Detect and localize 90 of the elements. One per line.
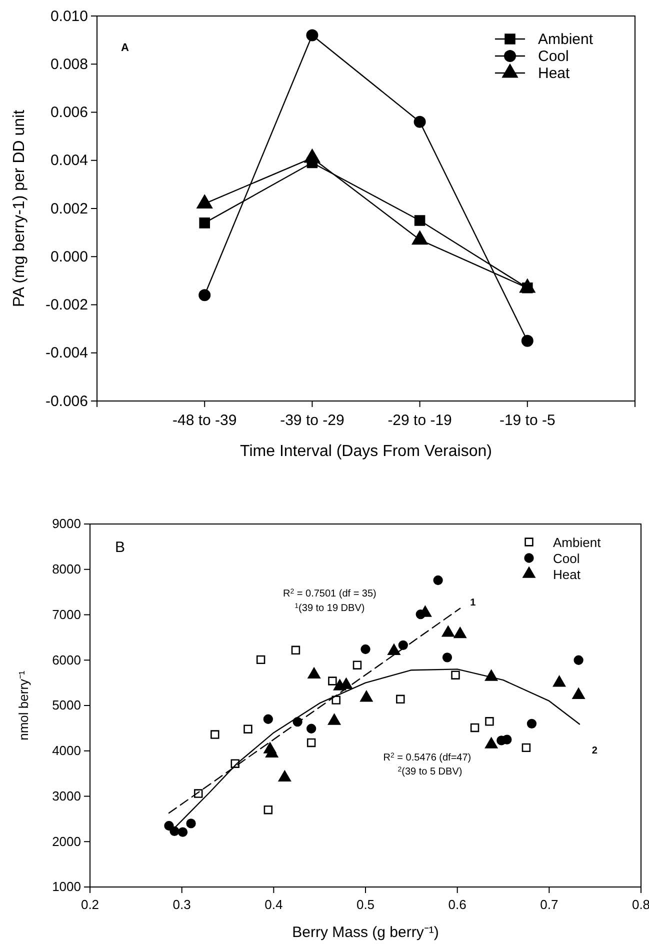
point <box>396 694 405 704</box>
x-tick-label: 0.5 <box>356 897 375 912</box>
x-tick-label: -39 to -29 <box>280 412 344 429</box>
y-tick-label: 0.008 <box>50 56 88 73</box>
point <box>256 655 266 664</box>
annotation: R$^{2}$ = 0.7501 (df = 35) <box>282 588 376 600</box>
point <box>278 770 291 782</box>
y-tick-label: 0.010 <box>50 8 88 25</box>
legend-label: Ambient <box>538 31 594 48</box>
point <box>306 724 316 734</box>
x-tick-label: 0.6 <box>448 897 466 912</box>
y-tick-label: 6000 <box>52 652 81 668</box>
x-tick-label: 0.2 <box>80 897 100 912</box>
x-tick-label: 0.3 <box>172 897 191 912</box>
y-tick-label: 4000 <box>52 743 81 758</box>
x-tick-label: 0.4 <box>264 897 283 912</box>
point <box>186 818 196 828</box>
y-axis-title: PA (mg berry-1) per DD unit <box>11 109 28 308</box>
point <box>388 644 400 655</box>
y-tick-label: 5000 <box>52 698 81 713</box>
x-tick-label: 0.7 <box>540 897 558 912</box>
annotation: 1 <box>470 598 476 609</box>
x-axis-title: Berry Mass (g berry⁻¹) <box>292 924 439 941</box>
point <box>398 640 408 650</box>
point <box>198 289 211 302</box>
point <box>521 334 534 347</box>
annotation: 2 <box>592 745 598 756</box>
point <box>485 717 494 726</box>
text: A <box>121 42 129 54</box>
y-tick-label: -0.004 <box>45 344 88 362</box>
y-tick-label: -0.006 <box>45 392 88 410</box>
x-tick-label: -48 to -39 <box>172 412 237 429</box>
point <box>170 826 180 836</box>
point <box>360 690 373 702</box>
point <box>263 714 273 724</box>
point <box>502 734 512 744</box>
y-tick-label: 3000 <box>52 788 81 804</box>
y-axis-title: nmol berry⁻¹ <box>16 670 31 740</box>
point <box>574 655 584 665</box>
y-tick-label: 8000 <box>52 562 81 577</box>
annotation: $^{2}$(39 to 5 DBV) <box>398 766 462 778</box>
point <box>572 688 585 699</box>
point <box>306 29 318 42</box>
legend-label: Ambient <box>553 535 602 550</box>
legend-label: Heat <box>553 567 581 582</box>
point <box>306 738 316 748</box>
y-tick-label: 7000 <box>52 606 81 622</box>
point <box>433 575 443 586</box>
point <box>442 626 454 637</box>
point <box>485 737 498 748</box>
point <box>178 827 188 837</box>
point <box>485 670 498 681</box>
x-tick-label: -19 to -5 <box>499 412 556 429</box>
point <box>451 670 460 680</box>
point <box>470 723 480 732</box>
point <box>308 667 320 679</box>
point <box>414 215 426 226</box>
point <box>442 652 452 662</box>
x-tick-label: -29 to -19 <box>388 412 452 429</box>
x-axis-title: Time Interval (Days From Veraison) <box>240 443 492 460</box>
point <box>360 644 370 654</box>
annotation: R$^{2}$ = 0.5476 (df=47) <box>383 752 472 764</box>
y-tick-label: 0.004 <box>50 152 88 170</box>
annotation: $^{1}$(39 to 19 DBV) <box>294 602 365 614</box>
point <box>291 646 300 654</box>
point <box>210 730 220 739</box>
point <box>414 116 426 128</box>
y-tick-label: 0.000 <box>50 248 88 266</box>
y-tick-label: 0.006 <box>50 104 88 122</box>
point <box>454 627 466 638</box>
legend-label: Heat <box>538 65 571 82</box>
point <box>199 218 210 228</box>
point <box>552 676 566 687</box>
legend-label: Cool <box>538 48 569 65</box>
text: B <box>115 539 126 556</box>
point <box>328 676 337 686</box>
point <box>164 820 174 831</box>
y-tick-label: 9000 <box>52 516 81 532</box>
y-tick-label: 2000 <box>52 834 81 849</box>
y-tick-label: 0.002 <box>50 200 88 218</box>
point <box>522 743 531 752</box>
point <box>244 724 252 734</box>
point <box>352 660 362 670</box>
point <box>264 806 273 814</box>
y-tick-label: 1000 <box>52 879 81 894</box>
y-tick-label: -0.002 <box>45 296 88 314</box>
legend-label: Cool <box>553 551 580 566</box>
point <box>526 718 537 728</box>
point <box>328 714 341 725</box>
point <box>332 696 340 704</box>
